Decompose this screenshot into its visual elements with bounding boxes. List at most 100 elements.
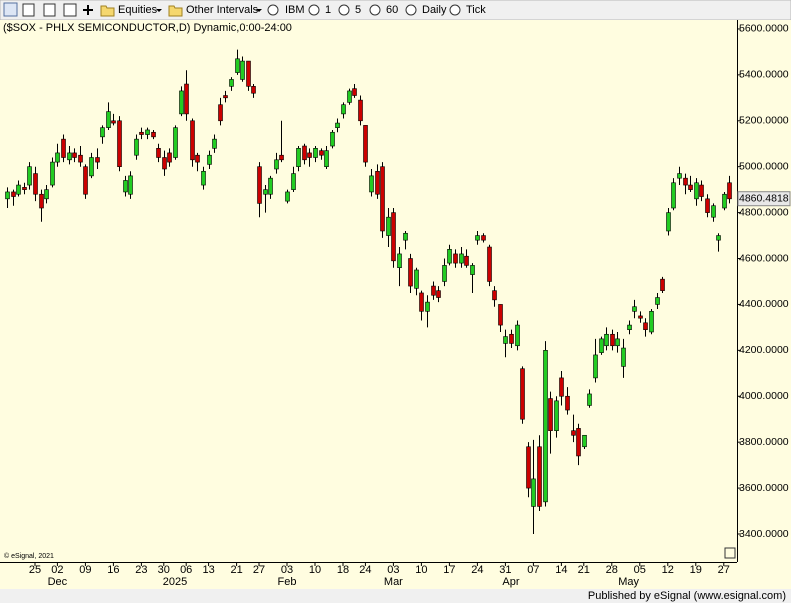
candle-body	[324, 150, 329, 167]
candle-body	[436, 290, 441, 298]
candle-body	[515, 324, 520, 347]
candle-body	[100, 127, 105, 138]
toolbar-item[interactable]: 60	[386, 4, 398, 16]
dropdown-arrow[interactable]	[156, 9, 162, 12]
candle-body	[27, 166, 32, 186]
candle-body	[201, 170, 206, 186]
candle-body	[358, 99, 363, 122]
candle-body	[83, 166, 88, 195]
candle-body	[716, 235, 721, 241]
x-tick-label: 30	[158, 564, 170, 576]
candle-body	[134, 138, 139, 156]
candle-body	[604, 333, 609, 347]
scroll-icon[interactable]	[724, 547, 736, 559]
x-tick-label: 07	[527, 564, 539, 576]
candle-body	[296, 148, 301, 167]
candle-body	[72, 152, 77, 158]
x-tick-label: 10	[415, 564, 427, 576]
candle-body	[559, 377, 564, 397]
x-tick-label: 18	[337, 564, 349, 576]
candle-body	[475, 235, 480, 241]
toolbar-item[interactable]: Daily	[422, 4, 447, 16]
candle-body	[705, 198, 710, 213]
candle-body	[335, 122, 340, 128]
toolbar-icon[interactable]	[22, 3, 35, 17]
candle-body	[543, 350, 548, 503]
candle-body	[408, 258, 413, 287]
y-tick-label: 5200.0000	[739, 115, 789, 127]
x-tick-label: 19	[690, 564, 702, 576]
candle-body	[459, 253, 464, 264]
candle-body	[16, 184, 21, 195]
toolbar-icon[interactable]	[3, 2, 18, 17]
candle-body	[55, 152, 60, 163]
candle-body	[442, 265, 447, 282]
x-tick-label: 09	[79, 564, 91, 576]
candle-body	[223, 95, 228, 99]
candle-body	[582, 434, 587, 448]
toolbar-icon	[405, 4, 417, 16]
candle-body	[711, 205, 716, 218]
month-label: Feb	[278, 576, 297, 588]
x-tick-label: 05	[634, 564, 646, 576]
candle-body	[5, 191, 10, 200]
candle-body	[33, 173, 38, 195]
toolbar-icon[interactable]	[63, 3, 77, 17]
candle-body	[526, 446, 531, 489]
candle-body	[587, 393, 592, 406]
toolbar-icon[interactable]	[43, 3, 56, 17]
candle-body	[666, 212, 671, 232]
toolbar-item[interactable]: 1	[325, 4, 331, 16]
candle-body	[212, 138, 217, 149]
candle-body	[593, 354, 598, 379]
candle-body	[246, 60, 251, 87]
candle-body	[78, 154, 83, 163]
candle-body	[621, 347, 626, 367]
candle-body	[291, 173, 296, 190]
candle-body	[632, 306, 637, 312]
candle-body	[95, 157, 100, 163]
x-tick-label: 28	[606, 564, 618, 576]
folder-icon	[168, 5, 183, 17]
candle-body	[403, 232, 408, 241]
folder-icon	[100, 5, 115, 17]
candle-body	[431, 285, 436, 296]
dropdown-arrow[interactable]	[256, 9, 262, 12]
candle-body	[481, 235, 486, 241]
toolbar-item[interactable]: IBM	[285, 4, 305, 16]
candle-body	[268, 177, 273, 195]
x-tick-label: 27	[253, 564, 265, 576]
toolbar-item[interactable]: Other Intervals	[186, 4, 259, 16]
candle-body	[660, 278, 665, 291]
candle-body	[352, 88, 357, 96]
candle-body	[638, 315, 643, 319]
month-label: 2025	[163, 576, 187, 588]
toolbar-icon[interactable]	[83, 5, 93, 15]
candle-body	[341, 104, 346, 115]
month-label: Dec	[48, 576, 68, 588]
candle-body	[391, 212, 396, 262]
last-price-box	[737, 191, 791, 207]
toolbar-icon	[338, 4, 350, 16]
x-tick-label: 17	[443, 564, 455, 576]
candle-body	[503, 336, 508, 344]
candle-body	[39, 193, 44, 209]
candle-body	[699, 184, 704, 197]
candle-body	[599, 338, 604, 353]
candle-body	[447, 249, 452, 264]
y-tick-label: 5600.0000	[739, 23, 789, 35]
last-price-label: 4860.4818	[739, 193, 789, 205]
x-tick-label: 14	[555, 564, 567, 576]
month-label: May	[618, 576, 639, 588]
x-tick-label: 12	[662, 564, 674, 576]
candle-body	[453, 253, 458, 264]
toolbar-item[interactable]: Equities	[118, 4, 158, 16]
candle-body	[50, 161, 55, 186]
toolbar-item[interactable]: Tick	[466, 4, 486, 16]
toolbar-item[interactable]: 5	[355, 4, 361, 16]
candle-body	[386, 216, 391, 236]
month-label: Apr	[502, 576, 519, 588]
candle-body	[285, 191, 290, 202]
candle-body	[330, 131, 335, 147]
candle-body	[671, 182, 676, 209]
